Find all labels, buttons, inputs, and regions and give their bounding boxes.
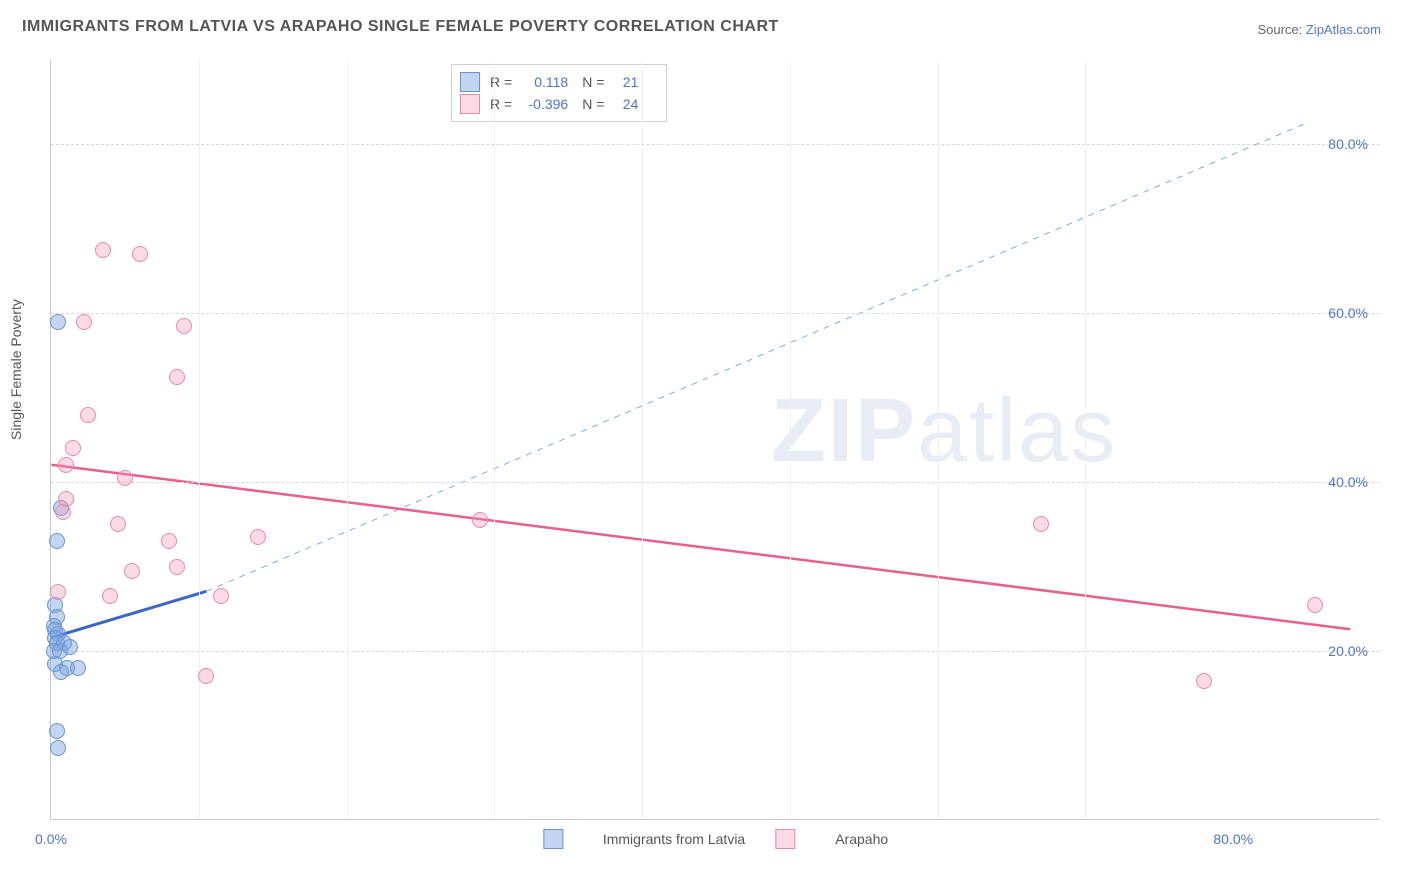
data-point	[169, 559, 185, 575]
data-point	[62, 639, 78, 655]
gridline-horizontal	[51, 651, 1380, 652]
data-point	[50, 314, 66, 330]
data-point	[58, 457, 74, 473]
gridline-vertical	[494, 60, 495, 819]
gridline-vertical	[1085, 60, 1086, 819]
data-point	[124, 563, 140, 579]
swatch-arapaho-icon	[775, 829, 795, 849]
data-point	[176, 318, 192, 334]
gridline-horizontal	[51, 144, 1380, 145]
data-point	[198, 668, 214, 684]
gridline-horizontal	[51, 313, 1380, 314]
legend-N-value-arapaho: 24	[608, 96, 638, 112]
data-point	[102, 588, 118, 604]
source-link[interactable]: ZipAtlas.com	[1306, 22, 1381, 37]
data-point	[1307, 597, 1323, 613]
legend-R-label: R =	[490, 96, 512, 112]
regression-lines-layer	[51, 60, 1380, 819]
data-point	[161, 533, 177, 549]
data-point	[110, 516, 126, 532]
series-legend-label-arapaho: Arapaho	[835, 831, 888, 847]
data-point	[50, 584, 66, 600]
y-tick-label: 60.0%	[1328, 305, 1368, 321]
x-tick-label: 0.0%	[35, 831, 67, 847]
legend-R-value-arapaho: -0.396	[516, 96, 568, 112]
stats-legend-row-latvia: R = 0.118 N = 21	[460, 71, 652, 93]
data-point	[1196, 673, 1212, 689]
data-point	[132, 246, 148, 262]
data-point	[95, 242, 111, 258]
swatch-latvia-icon	[460, 72, 480, 92]
swatch-latvia-icon	[543, 829, 563, 849]
data-point	[1033, 516, 1049, 532]
data-point	[50, 740, 66, 756]
gridline-horizontal	[51, 482, 1380, 483]
data-point	[250, 529, 266, 545]
gridline-vertical	[199, 60, 200, 819]
swatch-arapaho-icon	[460, 94, 480, 114]
y-tick-label: 20.0%	[1328, 643, 1368, 659]
watermark: ZIPatlas	[771, 380, 1117, 483]
series-legend: Immigrants from Latvia Arapaho	[543, 829, 888, 849]
regression-line	[206, 123, 1305, 591]
plot-area: ZIPatlas R = 0.118 N = 21 R = -0.396 N =…	[50, 60, 1380, 820]
source-prefix: Source:	[1257, 22, 1305, 37]
gridline-vertical	[642, 60, 643, 819]
legend-R-value-latvia: 0.118	[516, 74, 568, 90]
data-point	[76, 314, 92, 330]
data-point	[80, 407, 96, 423]
y-tick-label: 40.0%	[1328, 474, 1368, 490]
data-point	[49, 723, 65, 739]
data-point	[117, 470, 133, 486]
stats-legend-row-arapaho: R = -0.396 N = 24	[460, 93, 652, 115]
chart-title: IMMIGRANTS FROM LATVIA VS ARAPAHO SINGLE…	[22, 18, 779, 36]
y-tick-label: 80.0%	[1328, 136, 1368, 152]
y-axis-title: Single Female Poverty	[8, 299, 24, 440]
x-tick-label: 80.0%	[1213, 831, 1253, 847]
gridline-vertical	[347, 60, 348, 819]
gridline-vertical	[938, 60, 939, 819]
source-attribution: Source: ZipAtlas.com	[1257, 22, 1381, 37]
series-legend-label-latvia: Immigrants from Latvia	[603, 831, 745, 847]
legend-N-label: N =	[582, 96, 604, 112]
data-point	[53, 664, 69, 680]
stats-legend: R = 0.118 N = 21 R = -0.396 N = 24	[451, 64, 667, 122]
regression-line	[51, 591, 206, 637]
regression-line	[51, 465, 1350, 629]
data-point	[472, 512, 488, 528]
gridline-vertical	[790, 60, 791, 819]
data-point	[65, 440, 81, 456]
data-point	[49, 533, 65, 549]
legend-R-label: R =	[490, 74, 512, 90]
data-point	[169, 369, 185, 385]
legend-N-value-latvia: 21	[608, 74, 638, 90]
data-point	[213, 588, 229, 604]
data-point	[55, 504, 71, 520]
data-point	[70, 660, 86, 676]
legend-N-label: N =	[582, 74, 604, 90]
